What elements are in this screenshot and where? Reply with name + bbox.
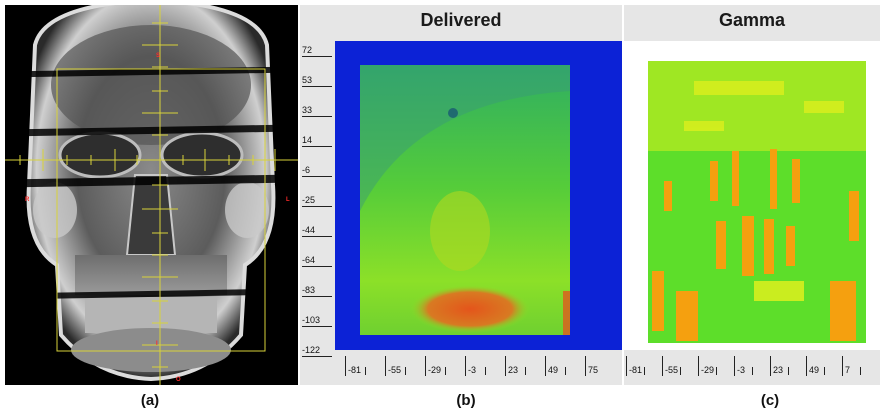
- low-dose-arc: [360, 65, 570, 211]
- marker-r: R: [25, 197, 30, 203]
- dose-edge-hot: [563, 291, 570, 335]
- marker-i: I: [156, 341, 158, 347]
- x-tick: -3: [465, 356, 476, 376]
- horizontal-scale-ticks: [19, 149, 276, 171]
- dose-cold-spot: [448, 108, 458, 118]
- y-tick: -25: [302, 195, 333, 207]
- vertical-scale-ticks: [142, 22, 178, 368]
- teeth-row: [85, 297, 217, 333]
- mandible: [71, 328, 231, 372]
- gamma-panel: Gamma -81 -55 -29 -3 23 49 7: [624, 5, 880, 385]
- nasal-cavity: [125, 174, 177, 256]
- y-tick: -122: [302, 345, 333, 357]
- x-tick: 49: [545, 356, 558, 376]
- ct-localizer-panel: S R L I O: [5, 5, 298, 385]
- caption-c: (c): [760, 392, 780, 409]
- maxilla: [75, 255, 227, 295]
- x-tick: -55: [385, 356, 401, 376]
- x-tick: -3: [734, 356, 745, 376]
- x-tick: 49: [806, 356, 819, 376]
- x-tick: 75: [585, 356, 598, 376]
- x-tick: 23: [505, 356, 518, 376]
- y-tick: -83: [302, 285, 333, 297]
- gamma-marginal-spots: [684, 81, 844, 301]
- marker-s: S: [156, 53, 161, 59]
- caption-b: (b): [456, 392, 476, 409]
- y-tick: 33: [302, 105, 333, 117]
- x-tick: -29: [698, 356, 714, 376]
- caption-a: (a): [140, 392, 160, 409]
- y-tick: 53: [302, 75, 333, 87]
- marker-o: O: [176, 377, 181, 383]
- x-tick: -55: [662, 356, 678, 376]
- x-tick: -81: [345, 356, 361, 376]
- x-tick: 23: [770, 356, 783, 376]
- x-tick: -81: [626, 356, 642, 376]
- dose-mid-region: [430, 191, 490, 271]
- orbit-right: [58, 131, 142, 179]
- y-tick: -6: [302, 165, 333, 177]
- orbit-left: [160, 131, 244, 179]
- zygoma-left: [225, 182, 269, 238]
- gamma-title: Gamma: [718, 10, 786, 30]
- delivered-title: Delivered: [420, 10, 502, 30]
- zygoma-right: [33, 182, 77, 238]
- cranial-vault: [51, 25, 251, 145]
- delivered-y-axis: 72 53 33 14 -6 -25 -44 -64 -83 -103 -122: [300, 41, 335, 371]
- gamma-fail-spots: [652, 149, 859, 341]
- gamma-x-axis: -81 -55 -29 -3 23 49 7: [624, 350, 880, 380]
- delivered-panel: Delivered 72 53 33 14 -6 -25 -44 -64 -83…: [300, 5, 622, 385]
- y-tick: 72: [302, 45, 333, 57]
- field-box: [56, 68, 266, 352]
- y-tick: -103: [302, 315, 333, 327]
- dose-hot-region: [410, 285, 530, 333]
- delivered-dose-map: [335, 41, 622, 350]
- marker-l: L: [286, 197, 290, 203]
- delivered-x-axis: -81 -55 -29 -3 23 49 75: [335, 350, 622, 380]
- y-tick: 14: [302, 135, 333, 147]
- skull-radiograph: [5, 5, 298, 385]
- y-tick: -44: [302, 225, 333, 237]
- x-tick: -29: [425, 356, 441, 376]
- y-tick: -64: [302, 255, 333, 267]
- gamma-map: [624, 41, 880, 350]
- x-tick: 7: [842, 356, 850, 376]
